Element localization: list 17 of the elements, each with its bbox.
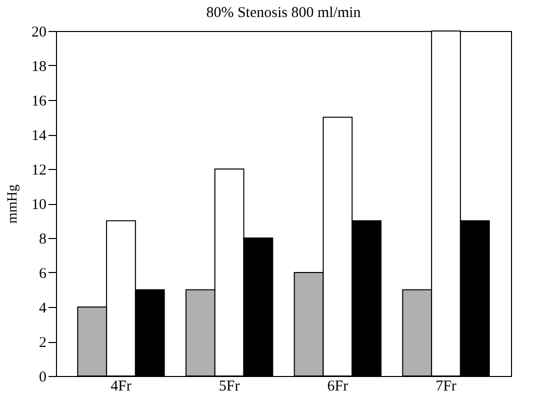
chart-title: 80% Stenosis 800 ml/min: [206, 5, 362, 21]
y-tick-label: 0: [39, 370, 46, 386]
y-tick-label: 4: [39, 300, 47, 316]
y-tick-label: 14: [32, 128, 47, 144]
y-tick-label: 18: [32, 59, 46, 75]
y-tick-label: 20: [32, 24, 46, 40]
x-tick-label: 4Fr: [110, 378, 132, 394]
x-tick-label: 6Fr: [327, 378, 348, 394]
y-tick-label: 12: [32, 162, 46, 178]
y-tick-label: 6: [39, 266, 47, 282]
x-tick-label: 5Fr: [218, 378, 240, 394]
y-tick-label: 8: [39, 232, 46, 248]
y-tick-label: 10: [32, 197, 46, 213]
y-tick-label: 2: [39, 335, 46, 351]
y-tick-label: 16: [32, 94, 47, 110]
x-tick-label: 7Fr: [436, 378, 456, 394]
y-axis-title: mmHg: [6, 184, 20, 224]
